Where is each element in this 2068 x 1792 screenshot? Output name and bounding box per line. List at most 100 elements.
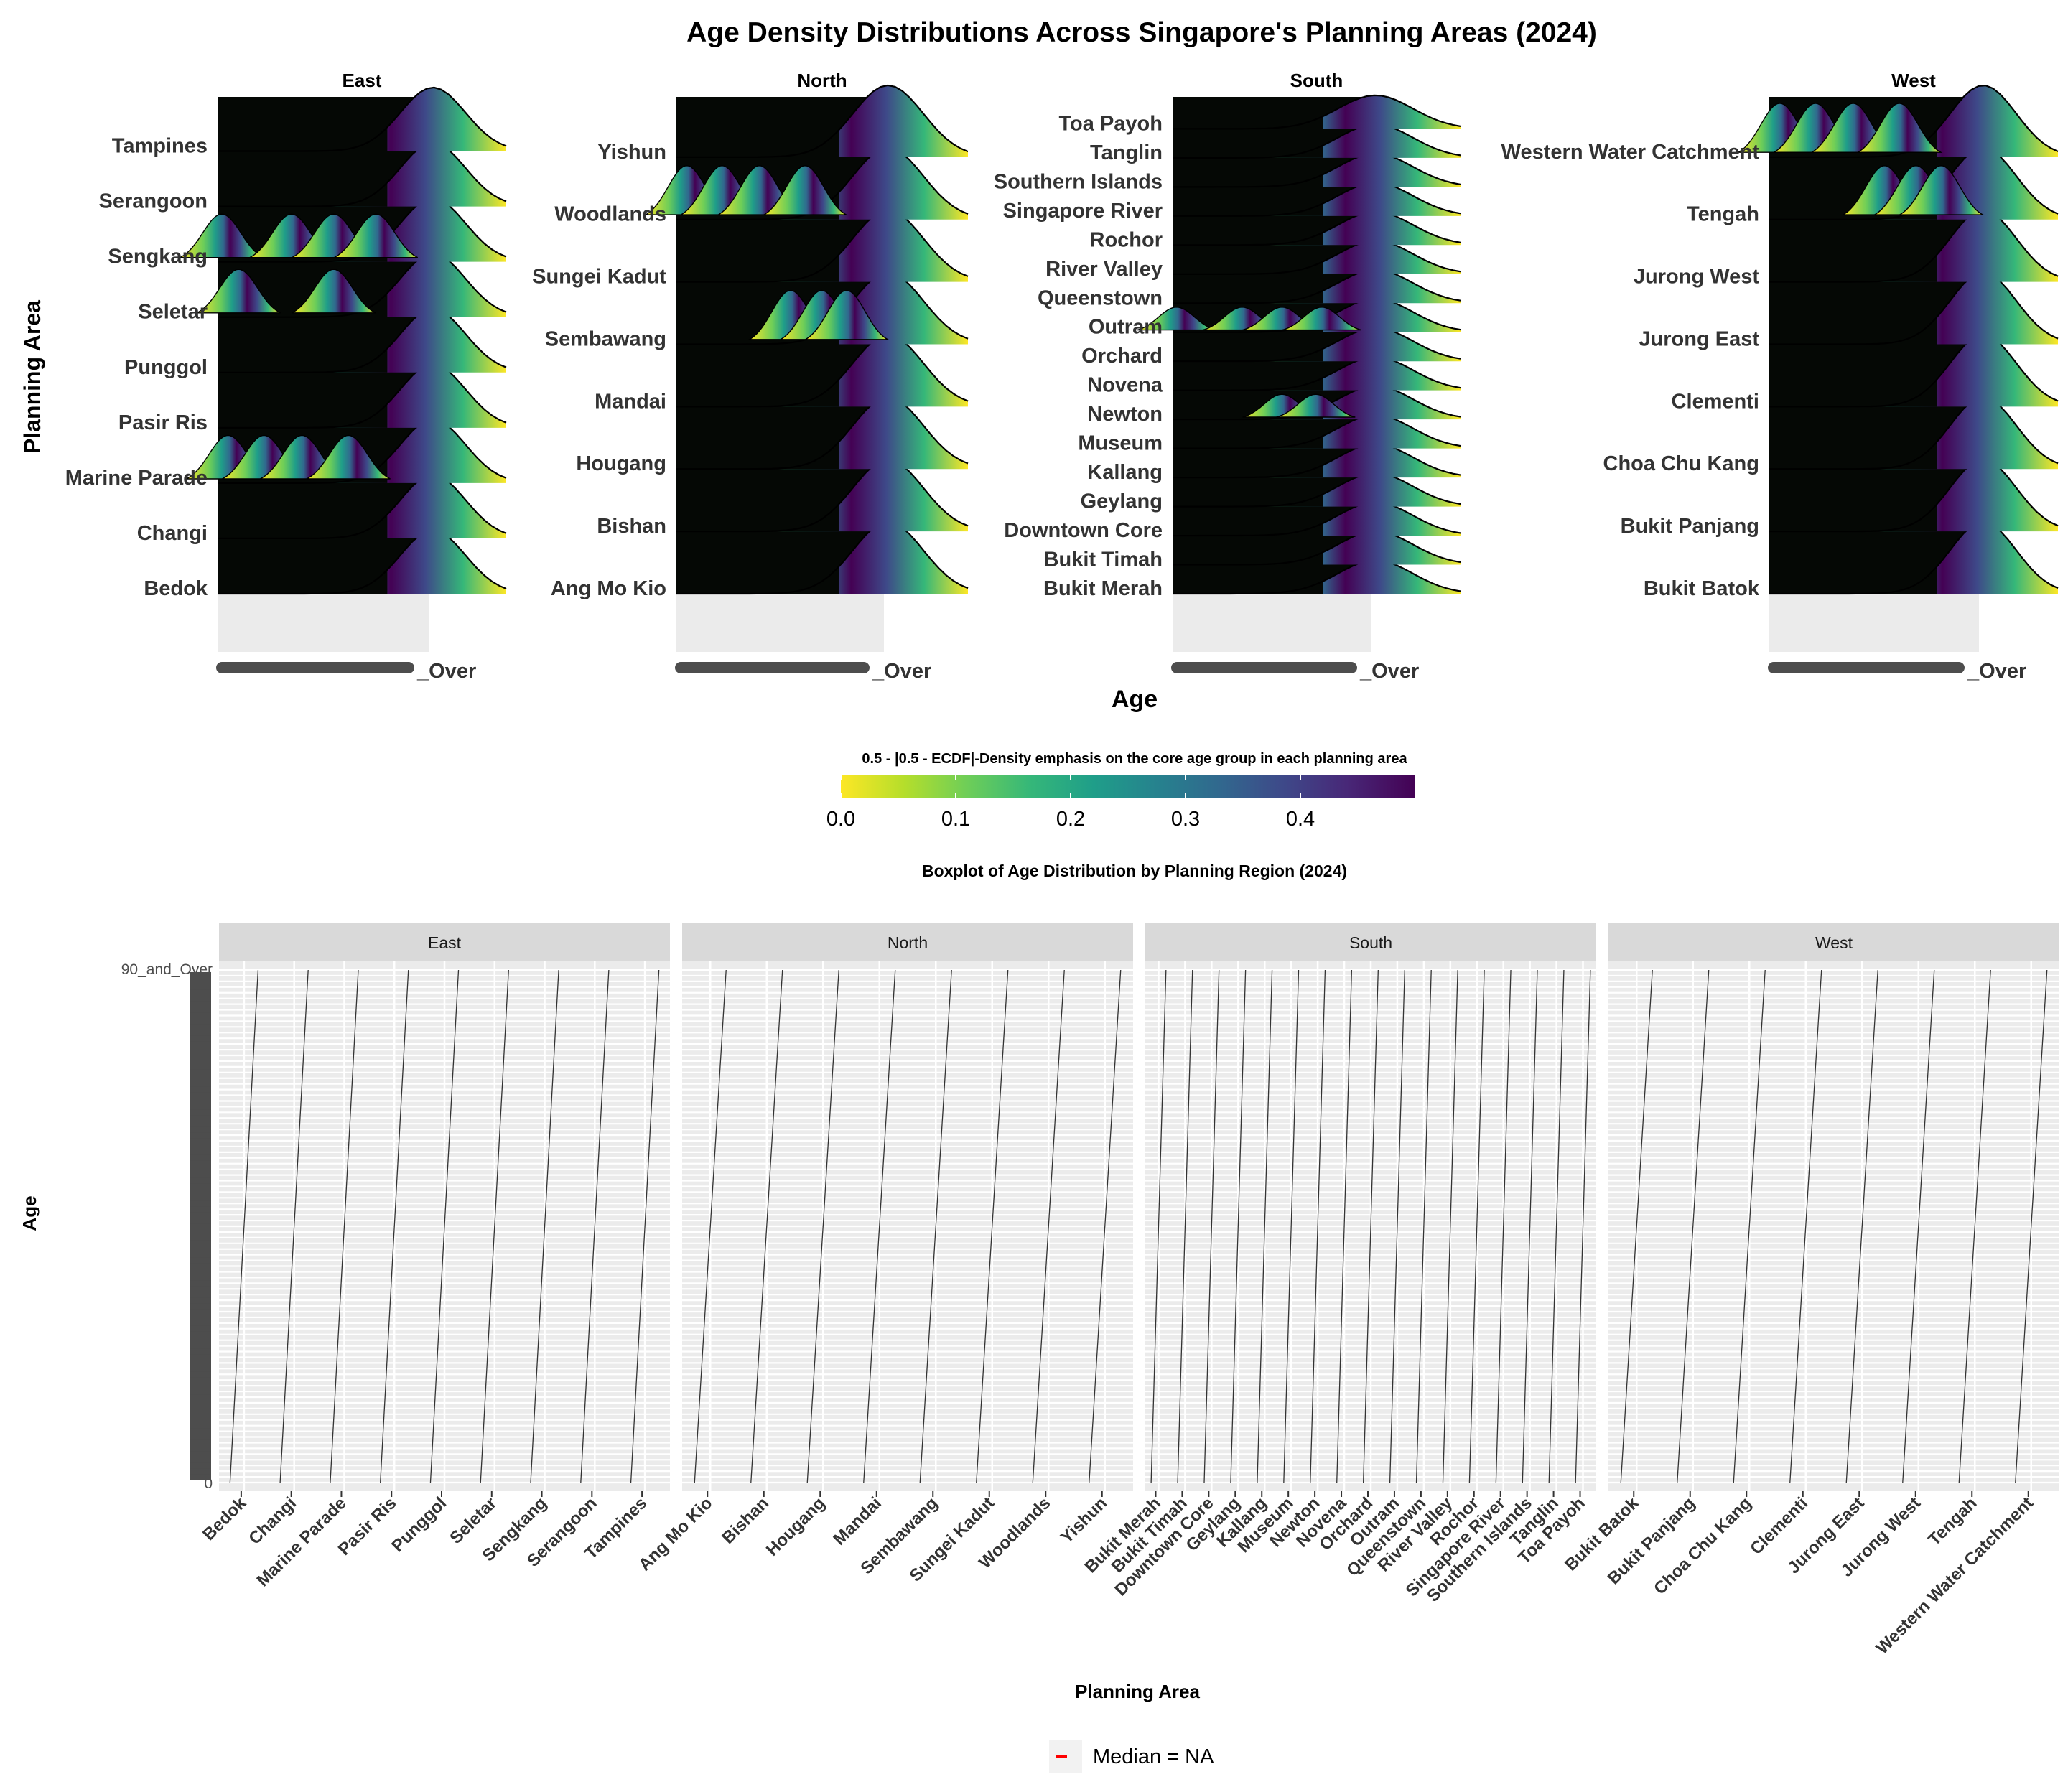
box-x-tick-label: Yishun: [1057, 1493, 1111, 1547]
ridge-y-tick-label: Serangoon: [99, 190, 208, 213]
box-y-tick-overplot: [190, 1012, 211, 1019]
ridge-line: [1173, 559, 1461, 595]
box-strip: [1608, 923, 2059, 961]
box-y-tick-overplot: [190, 1086, 211, 1093]
ridge-y-tick-label: Jurong West: [1634, 266, 1759, 289]
ridge-line: [1173, 123, 1461, 159]
box-y-tick-overplot: [190, 1416, 211, 1423]
box-y-tick-overplot: [190, 1177, 211, 1184]
ridge-tail: [1173, 406, 1323, 420]
ridge-line: [1173, 472, 1461, 508]
ridge-tail: [218, 514, 388, 538]
ridge-x-tick-label: _Over: [416, 660, 476, 683]
ridge-line: [218, 474, 507, 539]
ridge-line: [1173, 443, 1461, 479]
ridge-tail: [218, 569, 388, 594]
box-y-tick-overplot: [190, 1068, 211, 1075]
ridge-y-tick-label: Museum: [1078, 432, 1163, 455]
ridge-line: [1173, 240, 1461, 275]
ridge-tail: [218, 127, 388, 151]
ridge-line: [218, 308, 507, 373]
ridge-tail: [1173, 232, 1323, 246]
box-y-axis-label: Age: [19, 1195, 40, 1231]
ridge-area: [218, 364, 506, 428]
ridge-y-axis-label: Planning Area: [19, 300, 45, 454]
ridge-y-tick-label: Yishun: [597, 141, 666, 164]
ridge-line: [1173, 182, 1461, 217]
ridge-line: [1173, 269, 1461, 304]
ridge-tail: [676, 566, 839, 594]
ridge-facet-east: East Bedok Changi Marine Parade Pasir Ris Pun…: [65, 70, 507, 683]
ridge-area: [218, 253, 506, 317]
ridge-mode: [180, 213, 264, 258]
ridge-y-tick-label: Kallang: [1087, 461, 1163, 484]
box-y-tick-overplot: [190, 1057, 211, 1064]
box-y-tick-overplot: [190, 1052, 211, 1058]
ridge-mode: [1276, 393, 1356, 418]
box-y-tick-overplot: [190, 1445, 211, 1452]
ridge-y-tick-label: River Valley: [1045, 258, 1163, 281]
ridge-area: [218, 475, 506, 538]
box-y-tick-overplot: [190, 1217, 211, 1224]
colorbar: [841, 775, 1415, 798]
box-y-tick-overplot: [190, 1080, 211, 1087]
box-y-tick-overplot: [190, 983, 211, 990]
box-y-tick-overplot: [190, 1188, 211, 1195]
box-y-tick-label: 0: [204, 1475, 213, 1492]
box-mark: [863, 969, 896, 1483]
ridge-y-tick-label: Newton: [1087, 403, 1163, 426]
ridge-x-tick-label: _Over: [872, 660, 931, 683]
box-mark: [229, 969, 259, 1483]
ridge-mode: [762, 165, 848, 215]
box-x-tick-label: Mandai: [829, 1493, 885, 1549]
ridge-facet-north: North Ang Mo Kio Bishan Hougang Mandai Sembaw…: [532, 70, 969, 683]
colorbar-tick-label: 0.0: [826, 808, 855, 831]
colorbar-tick-label: 0.1: [941, 808, 970, 831]
box-y-tick-overplot: [190, 1376, 211, 1383]
box-y-tick-overplot: [190, 1450, 211, 1457]
box-y-tick-overplot: [190, 1399, 211, 1406]
ridge-mode: [1898, 165, 1985, 215]
colorbar-legend: 0.5 - |0.5 - ECDF|-Density emphasis on t…: [826, 751, 1415, 831]
ridge-mode: [306, 434, 391, 480]
ridge-area: [1173, 95, 1461, 129]
box-y-tick-overplot: [190, 1239, 211, 1246]
box-y-tick-overplot: [190, 1467, 211, 1475]
box-mark: [694, 969, 727, 1483]
box-y-tick-overplot: [190, 1274, 211, 1281]
colorbar-ticks: 0.0 0.1 0.2 0.3 0.4: [826, 775, 1315, 831]
box-mark: [1468, 969, 1485, 1483]
ridge-y-tick-label: Rochor: [1090, 228, 1163, 251]
box-y-tick-overplot: [190, 1422, 211, 1429]
ridge-line: [1173, 327, 1461, 363]
box-y-tick-overplot: [190, 1000, 211, 1007]
box-y-tick-overplot: [190, 1006, 211, 1013]
box-y-tick-overplot: [190, 1353, 211, 1361]
box-y-tick-overplot: [190, 1035, 211, 1042]
box-mark: [919, 969, 952, 1483]
box-y-tick-overplot: [190, 1114, 211, 1121]
box-y-tick-overplot: [190, 1046, 211, 1053]
box-mark: [630, 969, 660, 1483]
ridge-line: [1769, 271, 2059, 345]
box-y-tick-overplot: [190, 1211, 211, 1218]
ridge-line: [1769, 209, 2059, 283]
box-mark: [1620, 969, 1653, 1483]
ridge-y-tick-label: Pasir Ris: [118, 411, 208, 434]
box-y-tick-overplot: [190, 1348, 211, 1355]
box-y-tick-overplot: [190, 1388, 211, 1395]
ridge-tail: [1173, 378, 1323, 391]
box-mark: [1677, 969, 1710, 1483]
ridge-tail: [1173, 203, 1323, 216]
ridge-area: [1173, 444, 1461, 478]
ridge-y-tick-label: Novena: [1087, 374, 1163, 397]
ridge-y-tick-label: Tanglin: [1090, 141, 1163, 164]
ridge-y-tick-label: Western Water Catchment: [1501, 141, 1760, 164]
box-y-tick-overplot: [190, 1394, 211, 1400]
box-y-tick-overplot: [190, 1473, 211, 1480]
box-strip-label: South: [1349, 933, 1392, 952]
box-y-tick-overplot: [190, 1233, 211, 1241]
ridge-y-tick-label: Choa Chu Kang: [1603, 452, 1760, 475]
